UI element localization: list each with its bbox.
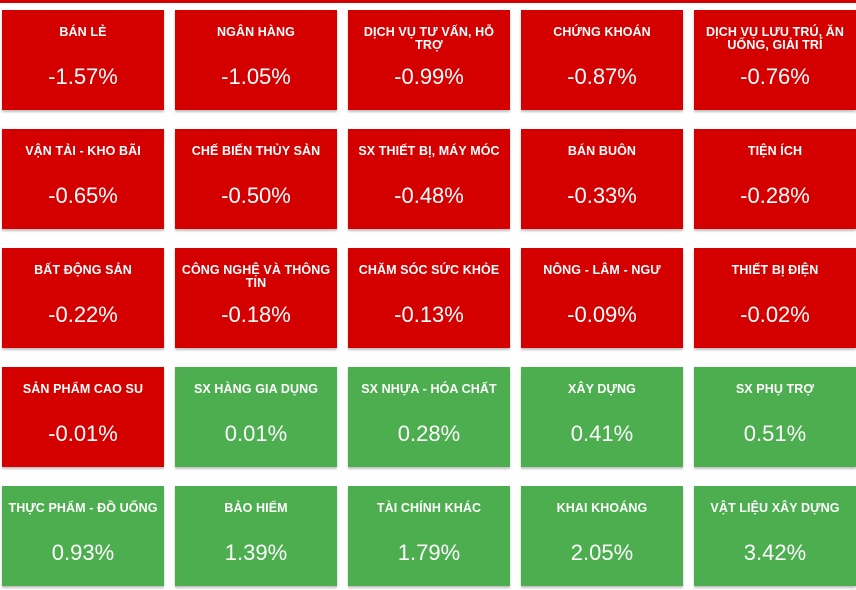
sector-tile[interactable]: CHỨNG KHOÁN -0.87% (521, 10, 683, 110)
sector-change-value: 2.05% (570, 540, 634, 565)
sector-change-value: 1.39% (224, 540, 288, 565)
sector-tile[interactable]: BÁN LẺ -1.57% (2, 10, 164, 110)
sector-change-value: -0.09% (567, 302, 637, 327)
sector-name: SẢN PHẨM CAO SU (22, 382, 144, 396)
sector-tile[interactable]: THỰC PHẨM - ĐỒ UỐNG 0.93% (2, 486, 164, 586)
sector-tile[interactable]: KHAI KHOÁNG 2.05% (521, 486, 683, 586)
sector-tile[interactable]: TÀI CHÍNH KHÁC 1.79% (348, 486, 510, 586)
sector-tile[interactable]: NÔNG - LÂM - NGƯ -0.09% (521, 248, 683, 348)
sector-change-value: -0.18% (221, 302, 291, 327)
sector-tile[interactable]: SẢN PHẨM CAO SU -0.01% (2, 367, 164, 467)
sector-change-value: 0.41% (570, 421, 634, 446)
sector-tile[interactable]: TIỆN ÍCH -0.28% (694, 129, 856, 229)
sector-name: BẢO HIỂM (224, 501, 288, 515)
sector-change-value: -1.57% (48, 64, 118, 89)
sector-change-value: -0.13% (394, 302, 464, 327)
sector-name: CHĂM SÓC SỨC KHỎE (358, 263, 500, 277)
sector-tile[interactable]: SX PHỤ TRỢ 0.51% (694, 367, 856, 467)
sector-tile[interactable]: BẤT ĐỘNG SẢN -0.22% (2, 248, 164, 348)
sector-tile[interactable]: CHẾ BIẾN THỦY SẢN -0.50% (175, 129, 337, 229)
sector-name: KHAI KHOÁNG (556, 501, 648, 515)
sector-name: SX THIẾT BỊ, MÁY MÓC (358, 144, 500, 158)
sector-name: SX NHỰA - HÓA CHẤT (361, 382, 497, 396)
sector-change-value: -0.01% (48, 421, 118, 446)
sector-change-value: 0.28% (397, 421, 461, 446)
sector-name: TIỆN ÍCH (747, 144, 803, 158)
sector-change-value: -0.65% (48, 183, 118, 208)
sector-name: CÔNG NGHỆ VÀ THÔNG TIN (181, 263, 331, 290)
sector-change-value: -0.48% (394, 183, 464, 208)
sector-tile-grid: BÁN LẺ -1.57% NGÂN HÀNG -1.05% DỊCH VỤ TƯ VẤ… (2, 10, 856, 586)
sector-name: NGÂN HÀNG (217, 25, 295, 39)
sector-change-value: -0.22% (48, 302, 118, 327)
sector-tile[interactable]: SX HÀNG GIA DỤNG 0.01% (175, 367, 337, 467)
sector-change-value: -0.28% (740, 183, 810, 208)
sector-change-value: -0.99% (394, 64, 464, 89)
sector-change-value: 3.42% (743, 540, 807, 565)
sector-change-value: 0.01% (224, 421, 288, 446)
sector-change-value: 0.93% (51, 540, 115, 565)
sector-change-value: -0.87% (567, 64, 637, 89)
sector-change-value: -0.33% (567, 183, 637, 208)
sector-name: SX PHỤ TRỢ (735, 382, 815, 396)
sector-tile[interactable]: CHĂM SÓC SỨC KHỎE -0.13% (348, 248, 510, 348)
sector-tile[interactable]: THIẾT BỊ ĐIỆN -0.02% (694, 248, 856, 348)
sector-change-value: 1.79% (397, 540, 461, 565)
sector-tile[interactable]: DỊCH VỤ TƯ VẤN, HỖ TRỢ -0.99% (348, 10, 510, 110)
sector-tile[interactable]: VẬT LIỆU XÂY DỰNG 3.42% (694, 486, 856, 586)
sector-tile[interactable]: BẢO HIỂM 1.39% (175, 486, 337, 586)
sector-name: XÂY DỰNG (568, 382, 636, 396)
sector-name: BÁN BUÔN (567, 144, 637, 158)
sector-name: THỰC PHẨM - ĐỒ UỐNG (8, 501, 158, 515)
sector-tile[interactable]: VẬN TẢI - KHO BÃI -0.65% (2, 129, 164, 229)
sector-name: VẬN TẢI - KHO BÃI (25, 144, 141, 158)
sector-tile[interactable]: XÂY DỰNG 0.41% (521, 367, 683, 467)
sector-change-value: -1.05% (221, 64, 291, 89)
sector-name: TÀI CHÍNH KHÁC (376, 501, 482, 515)
sector-tile[interactable]: SX THIẾT BỊ, MÁY MÓC -0.48% (348, 129, 510, 229)
sector-name: DỊCH VỤ LƯU TRÚ, ĂN UỐNG, GIẢI TRÍ (706, 25, 844, 52)
sector-name: CHẾ BIẾN THỦY SẢN (191, 144, 321, 158)
sector-name: VẬT LIỆU XÂY DỰNG (710, 501, 840, 515)
sector-tile[interactable]: SX NHỰA - HÓA CHẤT 0.28% (348, 367, 510, 467)
sector-tile[interactable]: DỊCH VỤ LƯU TRÚ, ĂN UỐNG, GIẢI TRÍ -0.76% (694, 10, 856, 110)
sector-name: CHỨNG KHOÁN (553, 25, 651, 39)
sector-name: SX HÀNG GIA DỤNG (193, 382, 319, 396)
sector-name: NÔNG - LÂM - NGƯ (543, 263, 661, 277)
sector-name: BẤT ĐỘNG SẢN (34, 263, 132, 277)
sector-change-value: 0.51% (743, 421, 807, 446)
sector-name: BÁN LẺ (59, 25, 107, 39)
sector-tile[interactable]: BÁN BUÔN -0.33% (521, 129, 683, 229)
sector-tile[interactable]: CÔNG NGHỆ VÀ THÔNG TIN -0.18% (175, 248, 337, 348)
sector-change-value: -0.02% (740, 302, 810, 327)
sector-change-value: -0.76% (740, 64, 810, 89)
sector-change-value: -0.50% (221, 183, 291, 208)
sector-name: THIẾT BỊ ĐIỆN (731, 263, 819, 277)
sector-name: DỊCH VỤ TƯ VẤN, HỖ TRỢ (363, 25, 495, 52)
top-accent-bar (0, 0, 856, 3)
sector-tile[interactable]: NGÂN HÀNG -1.05% (175, 10, 337, 110)
